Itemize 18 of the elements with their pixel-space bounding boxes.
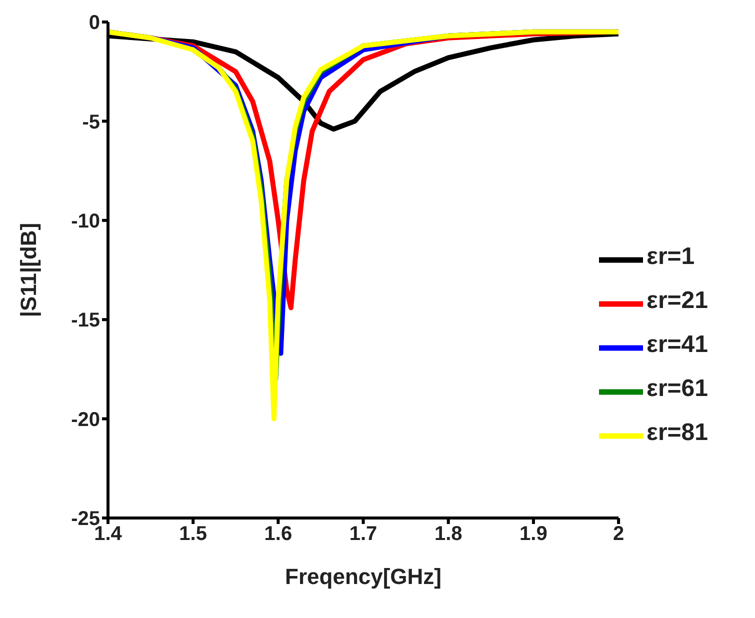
y-tick-label: -5 <box>82 111 100 134</box>
x-tick-label: 2 <box>612 523 624 546</box>
legend-label: εr=41 <box>646 331 708 358</box>
legend-label: εr=61 <box>646 375 708 402</box>
y-tick-label: -15 <box>71 310 100 332</box>
y-tick-label: -10 <box>71 210 100 232</box>
legend-label: εr=81 <box>646 419 708 446</box>
x-tick-label: 1.6 <box>264 523 292 546</box>
y-tick-label: -20 <box>71 408 100 431</box>
legend-label: εr=21 <box>646 287 708 314</box>
y-tick-label: 0 <box>88 12 100 34</box>
x-tick-label: 1.9 <box>520 523 548 546</box>
legend-label: εr=1 <box>646 243 695 270</box>
x-tick-label: 1.7 <box>349 523 378 546</box>
y-axis-title: |S11|[dB] <box>16 222 41 318</box>
x-tick-label: 1.8 <box>434 523 462 546</box>
x-axis-title: Freqency[GHz] <box>285 564 442 589</box>
x-tick-label: 1.5 <box>179 523 207 546</box>
